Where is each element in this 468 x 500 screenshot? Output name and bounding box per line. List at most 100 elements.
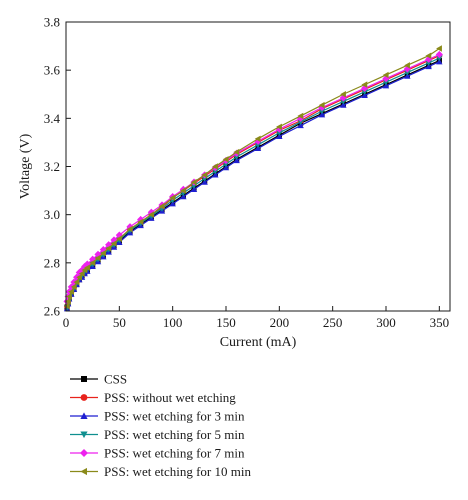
legend-label: PSS: wet etching for 3 min xyxy=(104,409,245,424)
x-tick-label: 150 xyxy=(216,315,236,330)
y-axis-title: Voltage (V) xyxy=(18,133,33,199)
data-point xyxy=(89,259,96,267)
data-point xyxy=(66,293,72,300)
data-point xyxy=(404,62,410,69)
data-point xyxy=(318,108,326,115)
data-point xyxy=(64,298,71,305)
data-point xyxy=(78,270,85,277)
data-point xyxy=(137,218,144,226)
data-point xyxy=(180,193,187,200)
data-point xyxy=(180,187,186,194)
data-point xyxy=(425,52,432,59)
series-line xyxy=(66,57,440,308)
y-tick-label: 3.6 xyxy=(44,63,61,78)
data-point xyxy=(361,89,368,96)
series-2 xyxy=(64,52,443,310)
x-tick-label: 0 xyxy=(63,315,70,330)
data-point xyxy=(73,278,80,286)
data-point xyxy=(190,178,197,186)
series-line xyxy=(66,53,440,302)
data-point xyxy=(340,101,347,108)
data-point xyxy=(105,245,112,252)
data-point xyxy=(276,123,282,130)
data-point xyxy=(63,302,70,310)
axes: 0 50 100 150 200 250 300 350 2.6 2.8 3.0 3.2 3.4 3.6 3… xyxy=(44,15,451,330)
legend-label: PSS: wet etching for 10 min xyxy=(104,464,251,479)
data-point xyxy=(254,135,261,143)
x-tick-label: 50 xyxy=(113,315,126,330)
data-point xyxy=(222,164,230,171)
data-point xyxy=(425,60,432,67)
data-point xyxy=(212,163,218,170)
legend-label: CSS xyxy=(104,372,127,387)
legend-marker xyxy=(80,467,87,476)
data-point xyxy=(297,122,304,129)
legend-marker xyxy=(80,431,88,439)
series-line xyxy=(66,61,440,309)
legend-item: PSS: wet etching for 10 min xyxy=(70,464,251,479)
legend-label: PSS: wet etching for 5 min xyxy=(104,427,245,442)
y-tick-label: 3.2 xyxy=(44,159,60,174)
data-point xyxy=(148,211,154,218)
data-point xyxy=(404,69,411,76)
y-tick-label: 2.8 xyxy=(44,255,60,270)
data-point xyxy=(76,274,82,281)
data-point xyxy=(83,260,91,268)
data-point xyxy=(425,55,433,63)
data-point xyxy=(382,71,389,79)
data-point xyxy=(94,254,101,262)
data-point xyxy=(222,156,229,163)
legend-label: PSS: without wet etching xyxy=(104,390,236,405)
data-point xyxy=(70,283,77,291)
legend-marker xyxy=(80,412,88,419)
legend-marker xyxy=(81,376,87,382)
x-tick-label: 200 xyxy=(270,315,290,330)
series-1 xyxy=(64,57,442,312)
data-point xyxy=(68,288,74,295)
data-point xyxy=(297,112,304,120)
series-line xyxy=(66,59,440,309)
series-5 xyxy=(63,50,443,305)
data-point xyxy=(89,255,97,263)
series-line xyxy=(66,55,440,307)
data-point xyxy=(382,82,390,89)
legend-item: PSS: wet etching for 3 min xyxy=(70,409,245,424)
legend-item: PSS: wet etching for 5 min xyxy=(70,427,245,442)
data-point xyxy=(318,101,325,109)
data-point xyxy=(276,133,283,139)
legend-marker xyxy=(80,449,88,457)
series-6 xyxy=(63,45,442,310)
x-tick-label: 100 xyxy=(163,315,183,330)
x-tick-label: 250 xyxy=(323,315,343,330)
data-point xyxy=(382,79,390,86)
data-point xyxy=(436,55,443,62)
data-point xyxy=(169,200,176,207)
data-point xyxy=(110,240,117,247)
data-point xyxy=(361,81,368,88)
data-point xyxy=(233,154,240,161)
data-point xyxy=(222,161,230,168)
legend-marker xyxy=(80,394,88,401)
data-point xyxy=(254,142,262,149)
legend-item: PSS: without wet etching xyxy=(70,390,236,405)
y-tick-label: 3.4 xyxy=(44,111,61,126)
data-point xyxy=(340,98,347,105)
data-point xyxy=(169,194,176,202)
data-point xyxy=(126,225,133,233)
series-4 xyxy=(63,55,443,311)
x-axis-title: Current (mA) xyxy=(220,335,297,350)
y-tick-label: 3.0 xyxy=(44,207,60,222)
data-point xyxy=(201,178,208,185)
legend: CSS PSS: without wet etching PSS: wet etch… xyxy=(70,372,251,479)
data-point xyxy=(116,235,122,242)
data-point xyxy=(158,203,165,210)
x-tick-label: 300 xyxy=(376,315,396,330)
data-point xyxy=(233,157,240,164)
plot-layer xyxy=(63,45,443,312)
plot-frame xyxy=(65,21,451,312)
data-point xyxy=(297,119,304,126)
data-point xyxy=(190,186,198,192)
data-point xyxy=(318,111,326,118)
y-tick-label: 2.6 xyxy=(44,304,61,319)
